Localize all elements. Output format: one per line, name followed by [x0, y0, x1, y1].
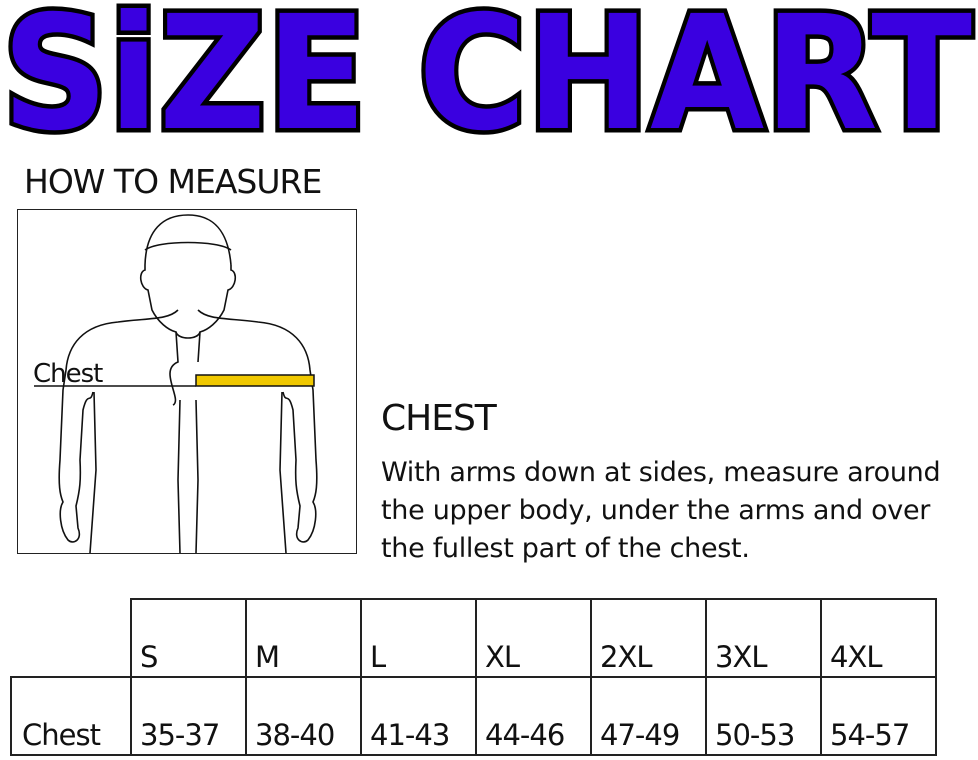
how-to-measure-heading: HOW TO MEASURE — [24, 162, 322, 201]
table-cell: 41-43 — [360, 676, 477, 756]
table-cell: 54-57 — [820, 676, 937, 756]
size-header: S — [130, 598, 247, 678]
chest-heading: CHEST — [381, 398, 497, 439]
table-cell: 38-40 — [245, 676, 362, 756]
measure-figure: Chest — [17, 209, 357, 554]
size-chart-title: SiZE CHART — [0, 0, 978, 150]
size-header: 4XL — [820, 598, 937, 678]
size-header: L — [360, 598, 477, 678]
row-label: Chest — [10, 676, 132, 756]
empty-corner-cell — [11, 599, 132, 678]
table-row: Chest 35-37 38-40 41-43 44-46 47-49 50-5… — [10, 676, 937, 756]
table-cell: 35-37 — [130, 676, 247, 756]
size-table: S M L XL 2XL 3XL 4XL Chest 35-37 38-40 4… — [10, 598, 937, 756]
measuring-tape-icon — [195, 374, 315, 387]
chest-figure-label: Chest — [33, 359, 103, 389]
size-header: 2XL — [590, 598, 707, 678]
title-text: SiZE CHART — [2, 0, 972, 150]
body-outline-icon — [34, 214, 318, 554]
table-cell: 47-49 — [590, 676, 707, 756]
size-header-row: S M L XL 2XL 3XL 4XL — [11, 598, 937, 678]
size-header: M — [245, 598, 362, 678]
table-cell: 50-53 — [705, 676, 822, 756]
table-cell: 44-46 — [475, 676, 592, 756]
size-header: XL — [475, 598, 592, 678]
chest-description: With arms down at sides, measure around … — [381, 457, 941, 564]
size-header: 3XL — [705, 598, 822, 678]
